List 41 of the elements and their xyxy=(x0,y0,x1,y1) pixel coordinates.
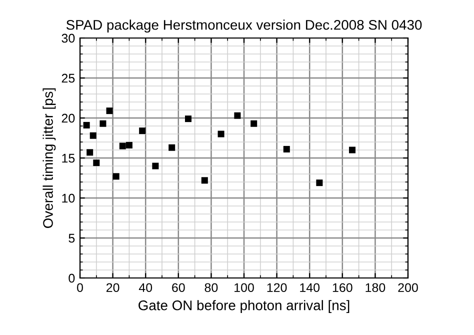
y-tick-label: 25 xyxy=(62,74,75,83)
point xyxy=(93,160,100,166)
point xyxy=(86,149,94,156)
y-tick-label: 20 xyxy=(62,114,75,123)
x-tick-label: 160 xyxy=(332,283,352,292)
point xyxy=(184,116,192,122)
x-tick-label: 20 xyxy=(106,283,120,292)
x-axis-title: Gate ON before photon arrival [ns] xyxy=(138,300,350,314)
point xyxy=(234,112,241,119)
x-tick-label: 180 xyxy=(366,283,386,292)
y-tick-label: 15 xyxy=(62,154,75,163)
x-tick-label: 120 xyxy=(267,283,287,292)
point xyxy=(218,130,224,138)
point xyxy=(283,146,290,152)
point xyxy=(168,144,176,151)
point xyxy=(90,132,96,139)
point xyxy=(250,120,258,127)
point xyxy=(201,177,208,184)
x-tick-label: 60 xyxy=(172,283,185,292)
point xyxy=(316,180,323,186)
point xyxy=(100,120,106,127)
point xyxy=(348,146,356,154)
x-tick-label: 0 xyxy=(77,283,83,292)
y-tick-label: 10 xyxy=(62,194,75,203)
x-tick-label: 140 xyxy=(300,283,320,292)
x-tick-label: 40 xyxy=(138,283,152,292)
x-tick-label: 100 xyxy=(234,283,254,292)
x-tick-label: 200 xyxy=(398,283,418,292)
point xyxy=(106,108,113,114)
point xyxy=(152,162,159,170)
point xyxy=(126,142,132,148)
y-axis-title: Overall timing jitter [ps] xyxy=(42,88,56,228)
y-tick-label: 0 xyxy=(68,274,75,283)
point xyxy=(139,128,146,134)
point xyxy=(83,122,90,128)
y-tick-label: 5 xyxy=(68,234,75,243)
y-tick-label: 30 xyxy=(62,34,75,43)
point xyxy=(119,142,126,150)
chart-title: SPAD package Herstmonceux version Dec.2008 SN 0430 xyxy=(66,20,422,33)
x-tick-label: 80 xyxy=(204,283,218,292)
point xyxy=(112,173,120,180)
